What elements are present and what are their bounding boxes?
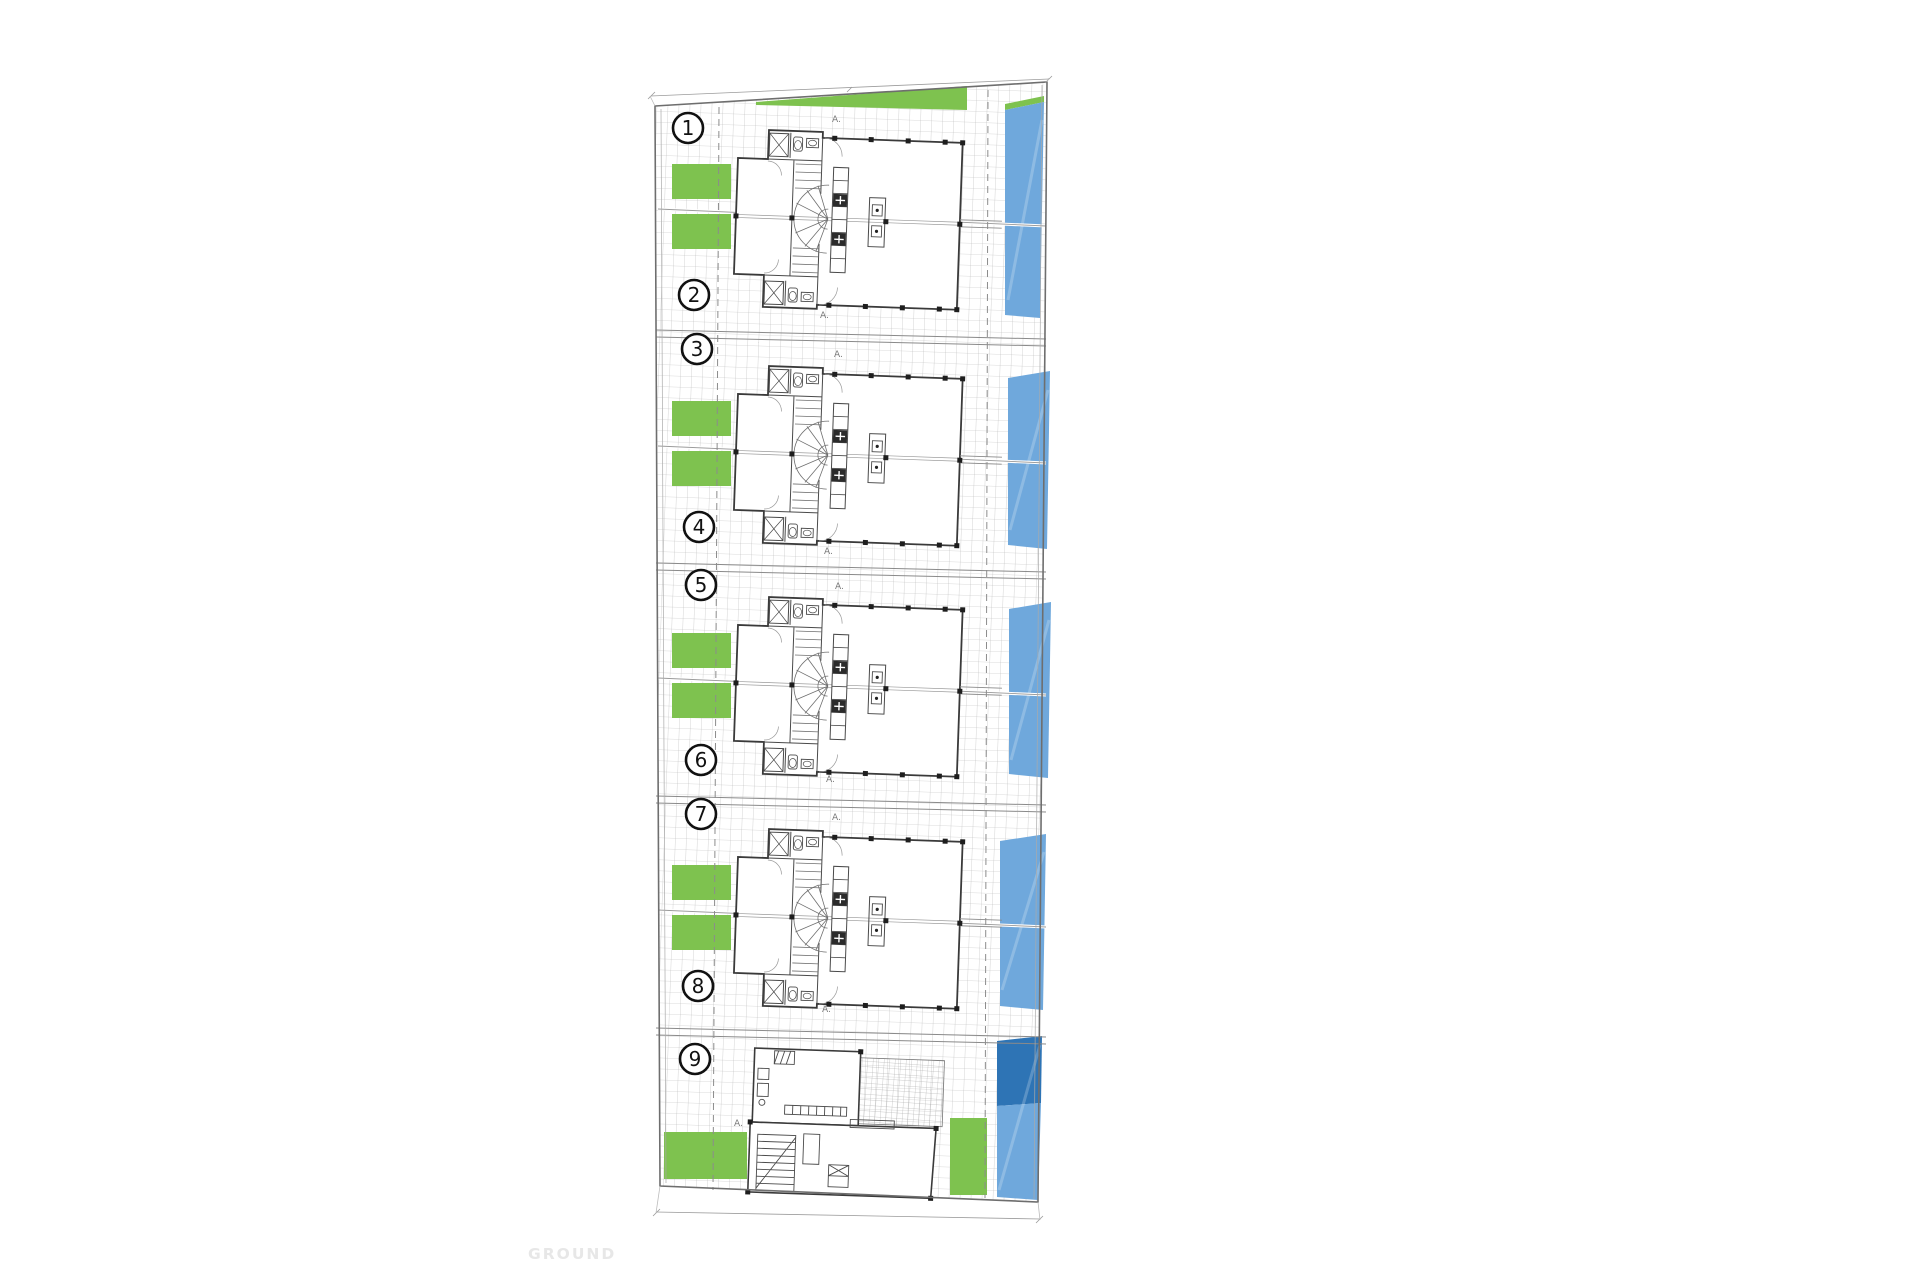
garden-patch (672, 683, 731, 718)
lawn-sliver-pool-1 (1005, 96, 1044, 110)
unit-marker-8: 8 (681, 969, 715, 1003)
section-marker: A. (826, 775, 835, 785)
site-boundary-inner-line (660, 84, 1043, 1200)
svg-text:3: 3 (691, 337, 704, 361)
unit-marker-7: 7 (684, 797, 718, 831)
section-marker: A. (834, 350, 843, 360)
unit-marker-5: 5 (684, 568, 718, 602)
garden-patch (672, 451, 731, 486)
garden-patch (672, 865, 731, 900)
garden-patch (672, 164, 731, 199)
dimension-line-bottom (655, 1211, 1041, 1220)
unit-marker-4: 4 (682, 510, 716, 544)
section-marker: A. (835, 582, 844, 592)
lawn-areas (664, 86, 1044, 1195)
svg-text:6: 6 (695, 748, 708, 772)
section-marker: A. (820, 311, 829, 321)
unit-marker-6: 6 (684, 743, 718, 777)
pool-unit9 (997, 1103, 1041, 1200)
section-markers: A. A. A. A. A. A. A. A. A. (734, 115, 844, 1129)
garden-patch-unit9-side (950, 1118, 987, 1195)
setback-dashed-line (712, 89, 989, 1199)
house-plan-unit-9 (745, 1047, 945, 1201)
unit-marker-2: 2 (677, 278, 711, 312)
svg-text:2: 2 (688, 283, 701, 307)
section-marker: A. (822, 1005, 831, 1015)
pool-dark-unit9 (997, 1036, 1042, 1106)
dimension-lines (647, 75, 1053, 1224)
pool (1000, 834, 1046, 1010)
section-marker: A. (832, 813, 841, 823)
section-marker: A. (734, 1119, 743, 1129)
svg-text:7: 7 (695, 802, 708, 826)
pool-water-glint (997, 119, 1051, 1191)
lot-separator-lines (655, 329, 1047, 1045)
unit-marker-1: 1 (671, 111, 705, 145)
section-marker: A. (824, 547, 833, 557)
svg-text:5: 5 (695, 573, 708, 597)
unit-marker-9: 9 (678, 1042, 712, 1076)
unit-marker-3: 3 (680, 332, 714, 366)
garden-patch-unit9 (664, 1132, 747, 1179)
pool (1005, 102, 1044, 318)
lawn-strip-top (756, 86, 967, 110)
dimension-line-top (650, 78, 1050, 97)
svg-text:9: 9 (689, 1047, 702, 1071)
pool (1009, 602, 1051, 778)
garden-patch (672, 633, 731, 668)
garden-patch (672, 401, 731, 436)
pools (997, 102, 1051, 1200)
garden-patch (672, 915, 731, 950)
svg-text:8: 8 (692, 974, 705, 998)
unit-markers: 1 2 3 4 5 6 7 8 (671, 111, 718, 1076)
svg-text:1: 1 (682, 116, 695, 140)
section-marker: A. (832, 115, 841, 125)
svg-text:4: 4 (693, 515, 706, 539)
garden-patch (672, 214, 731, 249)
ground-label: GROUND (528, 1245, 616, 1263)
